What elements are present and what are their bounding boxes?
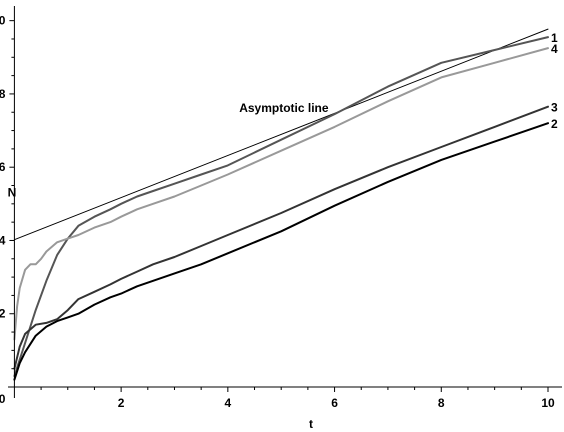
curves-layer [13, 28, 549, 381]
y-tick-label: 6 [0, 160, 6, 174]
labels-layer: 1 2 3 4 2 4 6 8 10 0 2 4 6 8 10 t N Asymptotic line [0, 14, 558, 431]
x-tick-label: 6 [331, 396, 338, 410]
y-axis-label: N [8, 186, 17, 200]
series-line-asymptote [13, 28, 549, 241]
x-tick-label: 8 [438, 396, 445, 410]
series-label-3: 3 [551, 101, 558, 115]
series-label-4: 4 [551, 42, 558, 56]
annotation-asymptotic-line: Asymptotic line [239, 101, 329, 115]
axes-layer [8, 6, 562, 398]
x-tick-label: 10 [541, 396, 555, 410]
x-tick-label: 2 [118, 396, 125, 410]
y-tick-label: 0 [0, 392, 6, 406]
series-line-4 [13, 47, 549, 341]
series-line-1 [13, 36, 549, 377]
y-tick-label: 4 [0, 233, 6, 247]
x-tick-label: 4 [224, 396, 231, 410]
y-tick-label: 2 [0, 307, 6, 321]
series-label-2: 2 [551, 117, 558, 131]
y-tick-label: 8 [0, 87, 6, 101]
series-line-2 [13, 122, 549, 381]
x-axis-label: t [309, 417, 313, 431]
series-line-3 [13, 105, 549, 370]
series-label-1: 1 [551, 31, 558, 45]
y-tick-label: 10 [0, 14, 6, 28]
